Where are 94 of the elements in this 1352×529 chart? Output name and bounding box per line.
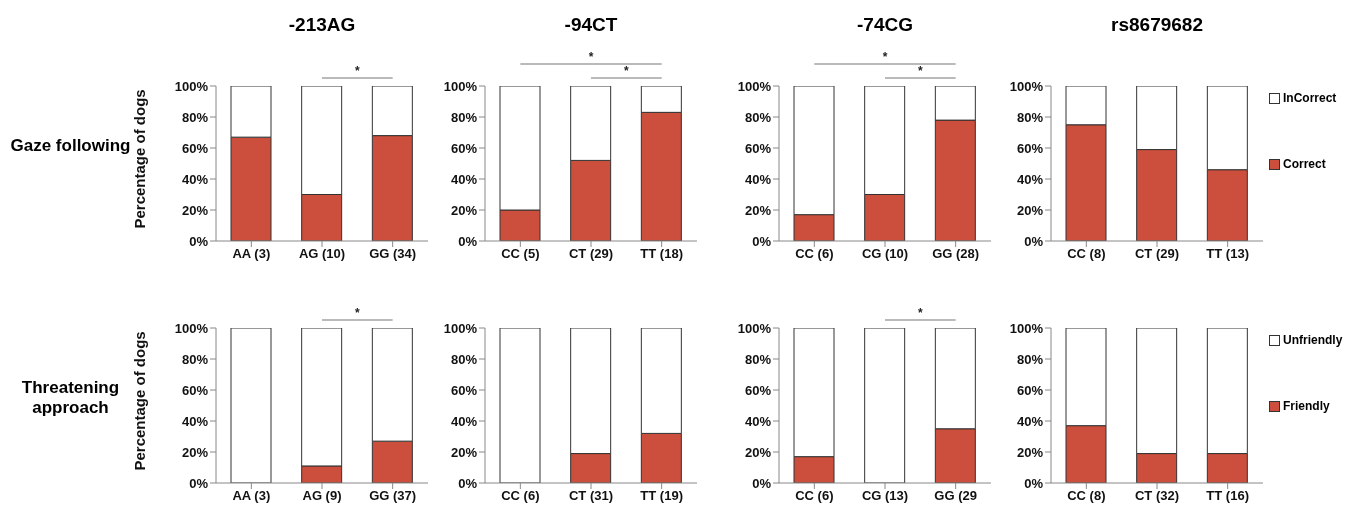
y-tick-label: 80%: [744, 351, 772, 367]
y-tick-label: 20%: [450, 202, 478, 218]
bar: [864, 328, 906, 483]
y-tick-label: 0%: [458, 475, 478, 491]
x-tick-label: TT (16): [1206, 488, 1249, 504]
x-tick-label: CG (13): [861, 488, 909, 504]
y-tick-label: 40%: [450, 171, 478, 187]
y-tick-label: 60%: [450, 382, 478, 398]
text: *: [624, 64, 629, 78]
text: *: [588, 50, 594, 64]
y-tick-label: 0%: [752, 475, 772, 491]
y-tick-label: 80%: [181, 109, 209, 125]
y-tick-label: 20%: [1016, 202, 1044, 218]
y-tick-label: 100%: [174, 78, 209, 94]
x-tick-label: CT (32): [1134, 488, 1180, 504]
x-tick-label: CC (8): [1067, 488, 1106, 504]
text: Gaze following: [9, 136, 132, 156]
y-tick-label: 60%: [1016, 382, 1044, 398]
text: *: [882, 50, 888, 64]
y-axis-title: Percentage of dogs: [131, 331, 149, 471]
x-tick-label: GG (29: [934, 488, 977, 504]
text: *: [918, 306, 923, 320]
y-tick-label: 20%: [181, 202, 209, 218]
y-tick-label: 100%: [1009, 78, 1044, 94]
x-tick-label: TT (13): [1206, 246, 1249, 262]
y-tick-label: 0%: [752, 233, 772, 249]
y-tick-label: 80%: [1016, 109, 1044, 125]
x-tick-label: CG (10): [861, 246, 909, 262]
y-tick-label: 40%: [744, 171, 772, 187]
y-tick-label: 100%: [174, 320, 209, 336]
y-tick-label: 20%: [1016, 444, 1044, 460]
text: *: [355, 306, 360, 320]
y-tick-label: 0%: [1024, 475, 1044, 491]
y-tick-label: 0%: [189, 475, 209, 491]
y-tick-label: 20%: [744, 202, 772, 218]
y-tick-label: 60%: [744, 140, 772, 156]
y-tick-label: 60%: [181, 140, 209, 156]
text: *: [355, 64, 360, 78]
x-tick-label: CT (29): [1134, 246, 1180, 262]
legend-label: Friendly: [1283, 399, 1330, 413]
y-tick-label: 0%: [458, 233, 478, 249]
y-tick-label: 60%: [181, 382, 209, 398]
x-tick-label: TT (19): [640, 488, 683, 504]
y-tick-label: 80%: [181, 351, 209, 367]
y-tick-label: 80%: [1016, 351, 1044, 367]
y-tick-label: 20%: [181, 444, 209, 460]
bar: [499, 328, 541, 483]
legend-label: Correct: [1283, 157, 1326, 171]
chart-title: -74CG: [856, 14, 914, 36]
y-tick-label: 100%: [443, 78, 478, 94]
legend-label: InCorrect: [1283, 91, 1337, 105]
x-tick-label: GG (37): [369, 488, 417, 504]
y-tick-label: 100%: [443, 320, 478, 336]
y-tick-label: 40%: [181, 413, 209, 429]
y-tick-label: 80%: [744, 109, 772, 125]
x-tick-label: CC (5): [501, 246, 540, 262]
y-tick-label: 40%: [744, 413, 772, 429]
y-tick-label: 40%: [181, 171, 209, 187]
y-tick-label: 60%: [744, 382, 772, 398]
y-tick-label: 80%: [450, 351, 478, 367]
x-tick-label: AA (3): [232, 488, 271, 504]
y-tick-label: 100%: [737, 78, 772, 94]
text: Threatening approach: [20, 378, 121, 418]
x-tick-label: AA (3): [232, 246, 271, 262]
x-tick-label: CC (8): [1067, 246, 1106, 262]
x-tick-label: CC (6): [501, 488, 540, 504]
x-tick-label: CC (6): [795, 488, 834, 504]
y-tick-label: 20%: [450, 444, 478, 460]
chart-title: rs8679682: [1110, 14, 1204, 36]
y-tick-label: 40%: [1016, 171, 1044, 187]
y-tick-label: 20%: [744, 444, 772, 460]
y-tick-label: 60%: [1016, 140, 1044, 156]
y-tick-label: 60%: [450, 140, 478, 156]
x-tick-label: CT (31): [568, 488, 614, 504]
y-tick-label: 0%: [189, 233, 209, 249]
x-tick-label: TT (18): [640, 246, 683, 262]
chart-title: -94CT: [563, 14, 619, 36]
y-tick-label: 0%: [1024, 233, 1044, 249]
x-tick-label: CT (29): [568, 246, 614, 262]
y-tick-label: 100%: [737, 320, 772, 336]
x-tick-label: CC (6): [795, 246, 834, 262]
y-tick-label: 80%: [450, 109, 478, 125]
x-tick-label: GG (28): [932, 246, 980, 262]
y-axis-title: Percentage of dogs: [131, 89, 149, 229]
x-tick-label: AG (10): [298, 246, 346, 262]
y-tick-label: 100%: [1009, 320, 1044, 336]
x-tick-label: GG (34): [369, 246, 417, 262]
bar: [230, 328, 272, 483]
legend-label: Unfriendly: [1283, 333, 1343, 347]
y-tick-label: 40%: [1016, 413, 1044, 429]
y-tick-label: 40%: [450, 413, 478, 429]
text: *: [918, 64, 923, 78]
x-tick-label: AG (9): [302, 488, 342, 504]
chart-title: -213AG: [287, 14, 357, 36]
